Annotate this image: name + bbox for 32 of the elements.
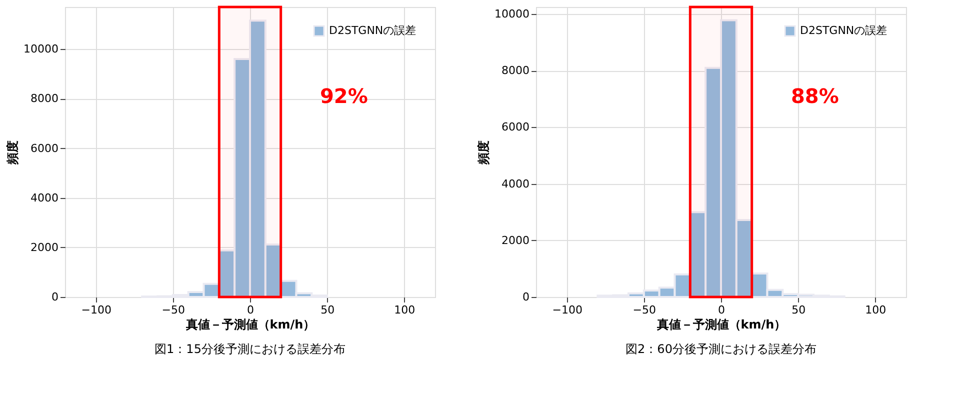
y-tick-label: 8000 xyxy=(30,92,58,106)
legend-label: D2STGNNの誤差 xyxy=(329,24,416,37)
y-tick-label: 8000 xyxy=(502,64,530,78)
y-tick-label: 4000 xyxy=(30,191,58,204)
x-tick-label: 100 xyxy=(394,304,416,316)
x-tick-label: −100 xyxy=(81,304,112,316)
x-axis-title: 真値－予測値（km/h） xyxy=(184,318,316,332)
annotation: 92% xyxy=(320,84,368,108)
x-tick-label: −50 xyxy=(162,304,186,316)
x-tick-label: −100 xyxy=(552,304,582,316)
y-tick-label: 10000 xyxy=(494,8,530,21)
y-tick-label: 0 xyxy=(52,290,58,304)
y-tick-label: 6000 xyxy=(30,142,58,155)
x-tick-label: 50 xyxy=(320,304,335,316)
y-tick-label: 10000 xyxy=(24,42,58,56)
y-tick-label: 6000 xyxy=(502,120,530,134)
y-tick-label: 2000 xyxy=(502,234,530,247)
caption: 図2：60分後予測における誤差分布 xyxy=(626,342,816,356)
y-tick-label: 4000 xyxy=(502,177,530,190)
annotation: 88% xyxy=(791,84,839,108)
y-tick-label: 0 xyxy=(522,290,530,304)
caption: 図1：15分後予測における誤差分布 xyxy=(154,342,346,356)
y-tick-label: 2000 xyxy=(30,240,58,254)
x-tick-label: −50 xyxy=(632,304,656,316)
x-axis-title: 真値－予測値（km/h） xyxy=(656,318,786,332)
y-axis-title: 頻度 xyxy=(476,140,491,166)
x-tick-label: 0 xyxy=(718,304,725,316)
x-tick-label: 100 xyxy=(865,304,886,316)
x-tick-label: 50 xyxy=(792,304,806,316)
y-axis-title: 頻度 xyxy=(6,140,20,166)
legend-label: D2STGNNの誤差 xyxy=(800,24,888,37)
x-tick-label: 0 xyxy=(247,304,254,316)
